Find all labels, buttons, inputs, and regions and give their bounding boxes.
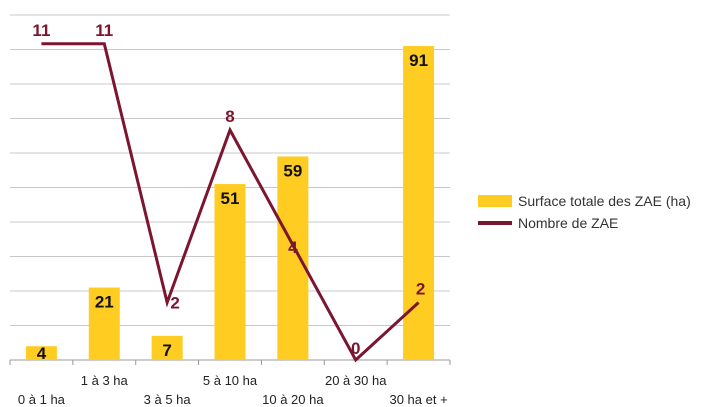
line-series (41, 42, 420, 363)
bar (25, 346, 57, 360)
legend-swatch-line (478, 221, 512, 225)
line-data-label: 0 (351, 339, 360, 358)
bar (277, 156, 309, 360)
line-data-label: 11 (95, 21, 113, 40)
x-tick-label: 20 à 30 ha (325, 373, 387, 388)
legend-item-bars: Surface totale des ZAE (ha) (478, 190, 691, 212)
x-tick-label: 0 à 1 ha (18, 392, 66, 407)
line-data-label: 11 (32, 21, 50, 40)
x-tick-label: 3 à 5 ha (144, 392, 192, 407)
legend-label-line: Nombre de ZAE (518, 215, 619, 231)
bar (151, 335, 183, 360)
x-tick-label: 1 à 3 ha (81, 373, 129, 388)
bar (88, 287, 120, 360)
line-data-label: 2 (416, 280, 425, 299)
line-data-label: 2 (170, 294, 179, 313)
bar-data-label: 7 (162, 341, 171, 360)
bar-series (25, 46, 435, 361)
bar-data-label: 91 (409, 51, 428, 70)
bar (214, 184, 246, 360)
x-tick-label: 30 ha et + (389, 392, 447, 407)
bar-data-label: 59 (283, 161, 302, 180)
bar (403, 46, 435, 361)
line-data-label: 4 (288, 238, 298, 257)
legend-item-line: Nombre de ZAE (478, 212, 691, 234)
bar-data-label: 21 (95, 293, 114, 312)
bar-data-label: 4 (37, 344, 47, 363)
legend-swatch-bars (478, 195, 512, 207)
bar-data-label: 51 (221, 189, 240, 208)
line-data-label: 8 (225, 107, 234, 126)
legend: Surface totale des ZAE (ha) Nombre de ZA… (478, 190, 691, 234)
legend-label-bars: Surface totale des ZAE (ha) (518, 193, 691, 209)
x-tick-label: 5 à 10 ha (203, 373, 258, 388)
x-tick-label: 10 à 20 ha (262, 392, 324, 407)
